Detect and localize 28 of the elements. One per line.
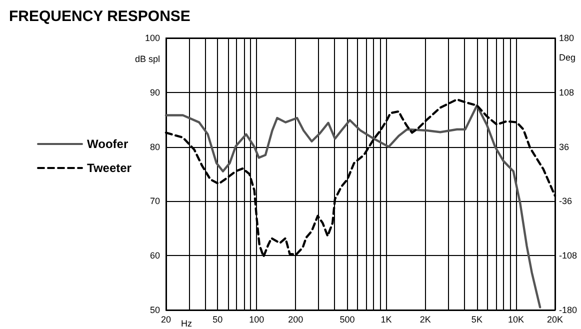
y-tick-label: 50 <box>150 305 160 315</box>
x-tick-label: 5K <box>471 314 482 324</box>
y-tick-label: 90 <box>150 87 160 98</box>
y-axis-title: dB spl <box>134 54 160 64</box>
y-tick-label: 60 <box>150 250 160 261</box>
x-tick-label: 1K <box>380 314 392 324</box>
y2-axis-title: Deg <box>559 52 576 62</box>
y2-tick-label: -108 <box>559 250 578 261</box>
x-tick-label: 2K <box>420 314 431 324</box>
y2-tick-label: 36 <box>559 142 570 152</box>
y-tick-label: 100 <box>144 33 160 43</box>
y2-tick-label: 108 <box>559 87 574 98</box>
x-tick-label: 20 <box>160 314 172 324</box>
y2-tick-label: -36 <box>559 196 572 206</box>
y-tick-label: 80 <box>150 142 160 152</box>
y2-tick-label: 180 <box>559 33 574 43</box>
x-tick-label: 50 <box>212 314 223 324</box>
x-axis-title: Hz <box>181 318 192 328</box>
x-tick-label: 200 <box>288 314 304 324</box>
x-tick-label: 10K <box>508 314 524 324</box>
x-tick-label: 500 <box>340 314 355 324</box>
legend-label: Woofer <box>87 137 128 151</box>
x-tick-label: 100 <box>249 314 264 324</box>
legend-label: Tweeter <box>87 161 132 175</box>
chart-title: FREQUENCY RESPONSE <box>9 8 190 25</box>
y-tick-label: 70 <box>150 196 160 206</box>
y2-tick-label: -180 <box>559 305 578 315</box>
x-tick-label: 20K <box>546 314 564 324</box>
